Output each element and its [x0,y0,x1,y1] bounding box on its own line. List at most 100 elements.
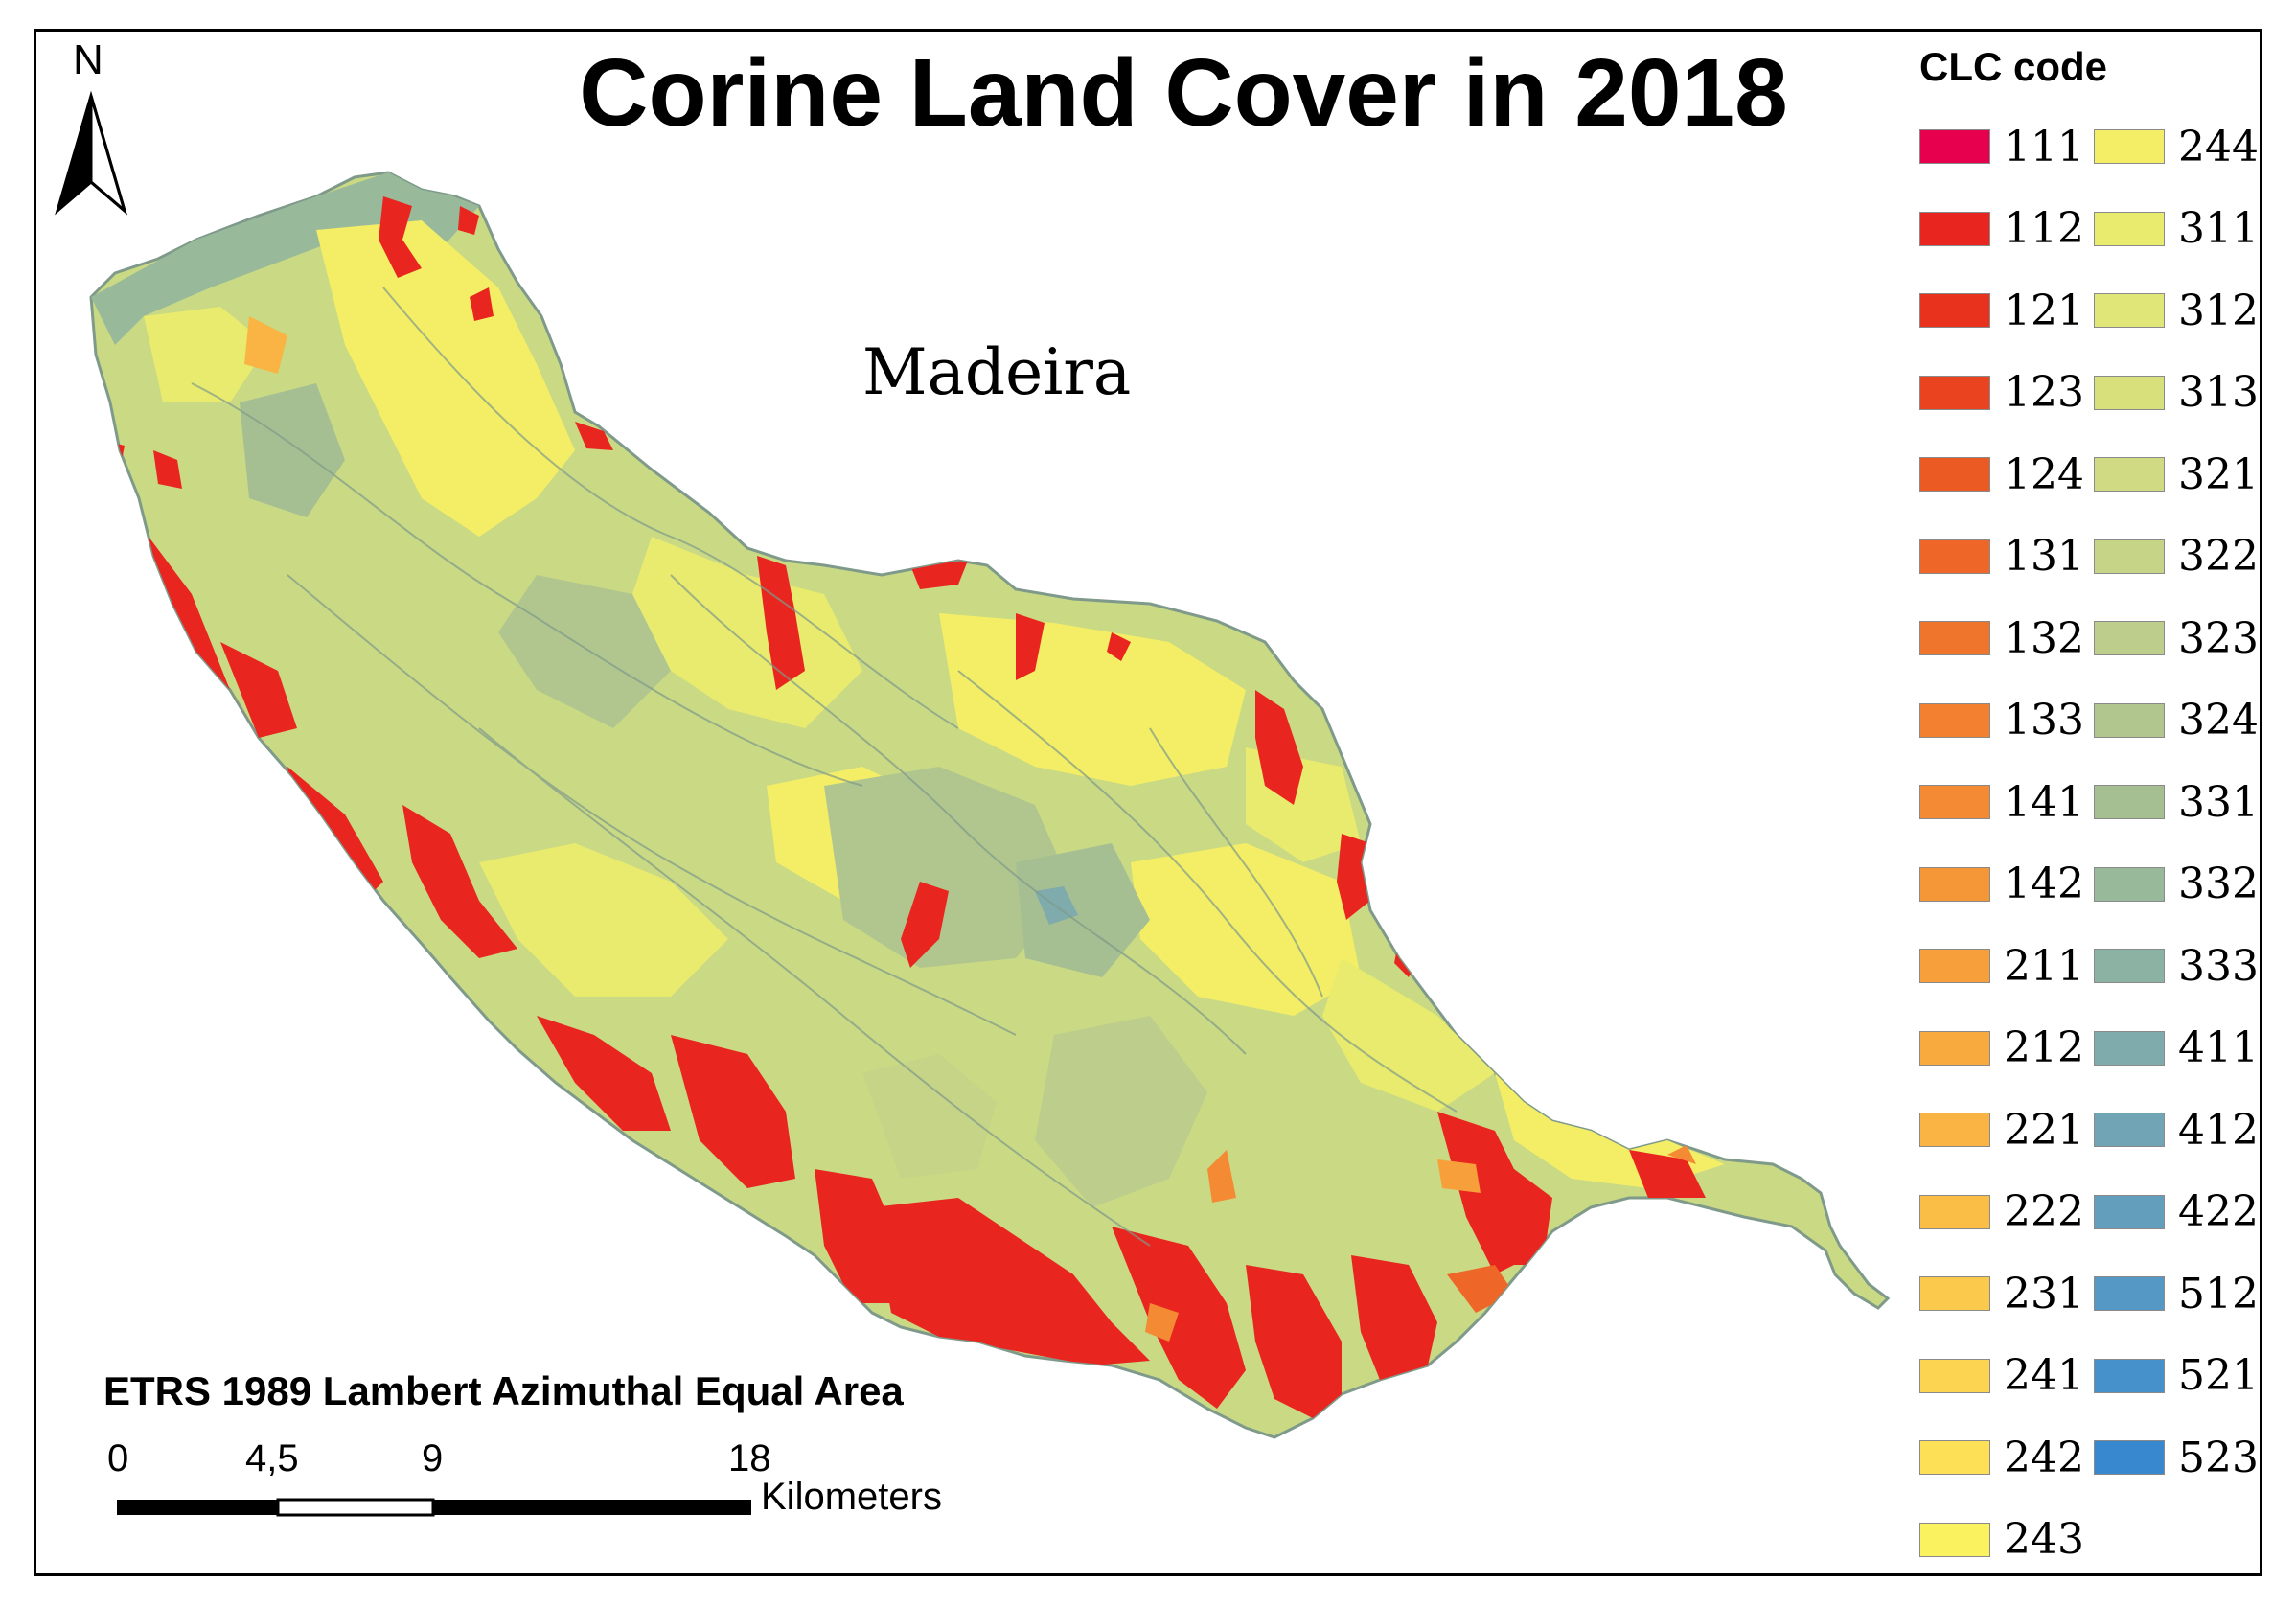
legend-item-331: 331 [2094,773,2259,831]
legend-swatch [1919,129,1990,164]
legend-item-323: 323 [2094,609,2259,667]
legend-label: 422 [2178,1187,2259,1236]
legend-label: 244 [2178,122,2259,172]
north-arrow-icon [55,90,127,216]
legend-swatch [2094,457,2165,492]
legend-label: 243 [2004,1515,2084,1564]
legend-label: 312 [2178,286,2259,335]
legend-item-131: 131 [1919,528,2084,585]
legend-item-211: 211 [1919,937,2084,995]
legend-swatch [1919,1276,1990,1311]
legend-item-324: 324 [2094,692,2259,749]
legend-swatch [2094,949,2165,983]
legend-swatch [1919,866,1990,902]
legend-label: 241 [2004,1351,2084,1400]
legend-label: 212 [2004,1023,2084,1072]
madeira-island [89,171,1891,1439]
legend-label: 131 [2004,532,2084,581]
legend-label: 124 [2004,449,2084,499]
legend-label: 123 [2004,368,2084,417]
legend-swatch [2094,129,2165,164]
legend-item-521: 521 [2094,1347,2259,1405]
legend-swatch [2094,1276,2165,1311]
island-label: Madeira [862,335,1132,409]
legend-label: 333 [2178,941,2259,991]
legend-label: 523 [2178,1433,2259,1482]
legend-swatch [1919,375,1990,410]
legend-swatch [2094,375,2165,410]
legend-label: 133 [2004,696,2084,745]
north-label: N [73,36,103,83]
legend-label: 132 [2004,613,2084,663]
legend-item-422: 422 [2094,1183,2259,1241]
legend-item-242: 242 [1919,1429,2084,1486]
legend-item-221: 221 [1919,1101,2084,1159]
legend-item-112: 112 [1919,200,2084,258]
legend-swatch [2094,866,2165,902]
legend-swatch [2094,785,2165,819]
legend-label: 331 [2178,777,2259,827]
legend-item-321: 321 [2094,446,2259,503]
legend-swatch [1919,949,1990,983]
legend-swatch [1919,1440,1990,1475]
legend-item-142: 142 [1919,856,2084,913]
legend-swatch [2094,1194,2165,1229]
legend-label: 211 [2004,941,2084,991]
legend-swatch [1919,1113,1990,1147]
legend-swatch [1919,539,1990,574]
scale-tick-2: 9 [422,1437,444,1480]
map-title: Corine Land Cover in 2018 [579,39,1788,147]
legend-title: CLC code [1919,44,2108,89]
legend-label: 121 [2004,286,2084,335]
legend-label: 231 [2004,1269,2084,1319]
legend-label: 142 [2004,860,2084,908]
legend-item-313: 313 [2094,364,2259,422]
legend-swatch [1919,211,1990,246]
legend-swatch [1919,621,1990,655]
legend-item-141: 141 [1919,773,2084,831]
legend-item-512: 512 [2094,1265,2259,1322]
legend-swatch [1919,1030,1990,1066]
legend-item-132: 132 [1919,609,2084,667]
legend-item-121: 121 [1919,282,2084,339]
legend-swatch [2094,1440,2165,1475]
legend-item-311: 311 [2094,200,2259,258]
legend-label: 412 [2178,1105,2259,1155]
legend-item-411: 411 [2094,1020,2259,1077]
legend-swatch [1919,785,1990,819]
scale-unit-label: Kilometers [761,1476,942,1518]
legend-swatch [2094,539,2165,574]
legend-item-332: 332 [2094,856,2259,913]
legend-label: 521 [2178,1351,2259,1400]
legend-label: 512 [2178,1269,2259,1319]
legend-swatch [1919,1358,1990,1393]
legend-item-322: 322 [2094,528,2259,585]
legend-swatch [1919,1194,1990,1229]
legend-swatch [2094,621,2165,655]
scale-tick-1: 4,5 [245,1437,299,1480]
scale-tick-0: 0 [107,1437,129,1480]
legend-label: 332 [2178,860,2259,908]
legend-item-124: 124 [1919,446,2084,503]
legend-label: 324 [2178,696,2259,745]
legend-item-412: 412 [2094,1101,2259,1159]
legend-label: 322 [2178,532,2259,581]
legend-label: 323 [2178,613,2259,663]
legend-item-244: 244 [2094,118,2259,175]
legend-label: 111 [2004,122,2084,172]
legend-swatch [1919,702,1990,738]
scale-tick-3: 18 [728,1437,771,1480]
legend-item-212: 212 [1919,1020,2084,1077]
legend-swatch [2094,1113,2165,1147]
legend-item-241: 241 [1919,1347,2084,1405]
legend-label: 141 [2004,777,2084,827]
legend-swatch [1919,1522,1990,1557]
legend-item-123: 123 [1919,364,2084,422]
legend-label: 311 [2178,204,2259,253]
legend-swatch [2094,1030,2165,1066]
legend-swatch [1919,293,1990,328]
legend-item-231: 231 [1919,1265,2084,1322]
legend-label: 221 [2004,1105,2084,1155]
scale-bar [117,1498,751,1517]
